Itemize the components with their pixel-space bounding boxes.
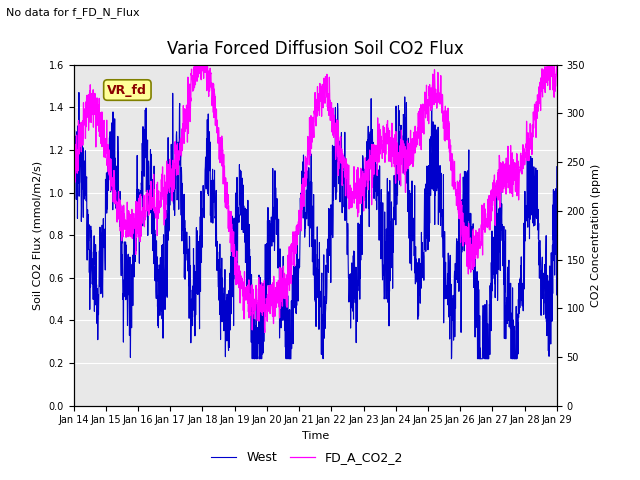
- X-axis label: Time: Time: [301, 431, 329, 441]
- West: [305, 180, 313, 185]
- Text: VR_fd: VR_fd: [108, 84, 147, 96]
- West: [95, 312, 102, 317]
- FD_A_CO2_2: [190, 64, 198, 70]
- FD_A_CO2_2: [70, 176, 77, 181]
- Text: No data for f_FD_N_Flux: No data for f_FD_N_Flux: [6, 7, 140, 18]
- Y-axis label: Soil CO2 Flux (mmol/m2/s): Soil CO2 Flux (mmol/m2/s): [33, 161, 43, 310]
- West: [553, 164, 561, 169]
- FD_A_CO2_2: [261, 330, 269, 336]
- FD_A_CO2_2: [451, 158, 458, 164]
- FD_A_CO2_2: [539, 79, 547, 85]
- Title: Varia Forced Diffusion Soil CO2 Flux: Varia Forced Diffusion Soil CO2 Flux: [167, 40, 463, 58]
- West: [451, 268, 458, 274]
- West: [292, 311, 300, 316]
- FD_A_CO2_2: [305, 140, 313, 146]
- FD_A_CO2_2: [540, 67, 547, 72]
- FD_A_CO2_2: [95, 104, 102, 110]
- West: [540, 289, 547, 295]
- West: [70, 201, 77, 206]
- West: [539, 270, 547, 276]
- FD_A_CO2_2: [292, 225, 300, 231]
- West: [248, 356, 256, 361]
- FD_A_CO2_2: [553, 67, 561, 73]
- Legend: West, FD_A_CO2_2: West, FD_A_CO2_2: [206, 446, 408, 469]
- Y-axis label: CO2 Concentration (ppm): CO2 Concentration (ppm): [591, 164, 601, 307]
- West: [75, 90, 83, 96]
- Line: West: West: [74, 93, 557, 359]
- Line: FD_A_CO2_2: FD_A_CO2_2: [74, 67, 557, 333]
